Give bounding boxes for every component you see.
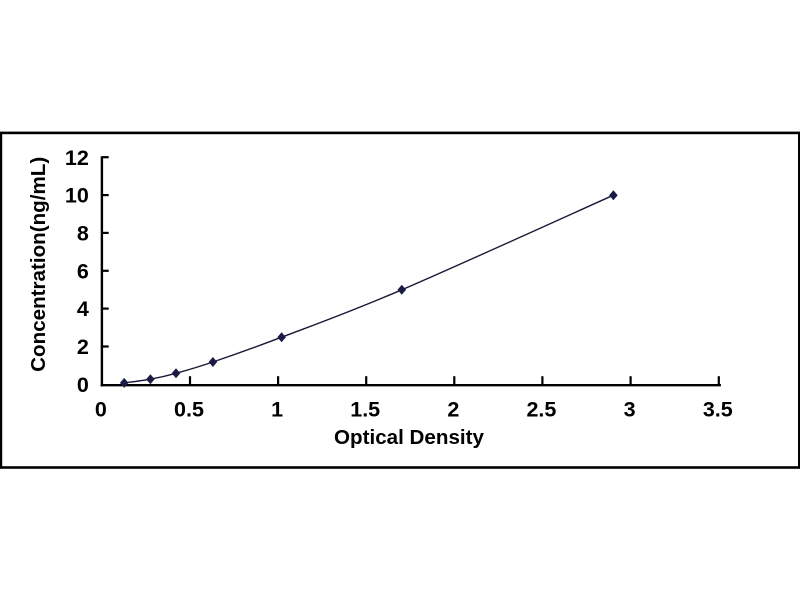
svg-text:1.5: 1.5 xyxy=(350,398,380,422)
svg-text:0: 0 xyxy=(77,373,89,397)
svg-text:4: 4 xyxy=(77,297,89,321)
svg-text:1: 1 xyxy=(271,398,283,422)
svg-text:2: 2 xyxy=(447,398,459,422)
svg-text:6: 6 xyxy=(77,259,89,283)
svg-text:0.5: 0.5 xyxy=(174,398,204,422)
svg-text:12: 12 xyxy=(65,146,89,170)
svg-text:3.5: 3.5 xyxy=(703,398,733,422)
svg-text:8: 8 xyxy=(77,222,89,246)
svg-text:Concentration(ng/mL): Concentration(ng/mL) xyxy=(27,157,50,372)
svg-text:Optical Density: Optical Density xyxy=(334,426,484,449)
svg-text:3: 3 xyxy=(624,398,636,422)
svg-text:2: 2 xyxy=(77,335,89,359)
svg-text:2.5: 2.5 xyxy=(526,398,556,422)
svg-text:0: 0 xyxy=(95,398,107,422)
svg-text:10: 10 xyxy=(65,184,89,208)
